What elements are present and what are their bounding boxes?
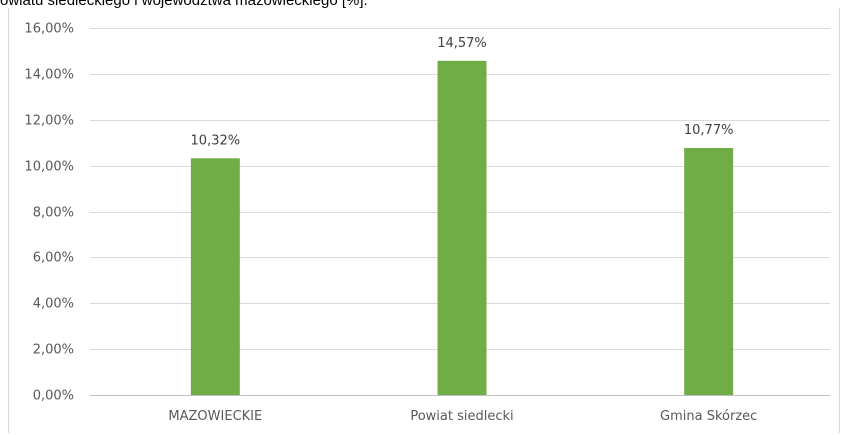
- data-label: 14,57%: [437, 36, 487, 51]
- x-axis-categories: MAZOWIECKIE Powiat siedlecki Gmina Skórzec: [168, 409, 757, 424]
- y-tick-label: 6,00%: [33, 251, 74, 266]
- bars: [190, 60, 734, 395]
- data-label: 10,32%: [191, 133, 241, 148]
- y-axis-ticks: 0,00% 2,00% 4,00% 6,00% 8,00% 10,00% 12,00% 14,…: [24, 22, 74, 404]
- y-tick-label: 12,00%: [24, 114, 74, 129]
- y-tick-label: 0,00%: [33, 389, 74, 404]
- data-labels: 10,32% 14,57% 10,77%: [191, 36, 734, 148]
- y-tick-label: 14,00%: [24, 68, 74, 83]
- data-label: 10,77%: [684, 123, 734, 138]
- y-tick-label: 4,00%: [33, 297, 74, 312]
- y-tick-label: 10,00%: [24, 160, 74, 175]
- bar: [190, 158, 240, 395]
- y-tick-label: 16,00%: [24, 22, 74, 37]
- category-label: Powiat siedlecki: [410, 409, 513, 424]
- category-label: MAZOWIECKIE: [168, 409, 262, 424]
- y-tick-label: 2,00%: [33, 343, 74, 358]
- bar: [437, 60, 487, 395]
- category-label: Gmina Skórzec: [660, 409, 757, 424]
- chart-caption: owiatu siedleckiego i województwa mazowi…: [0, 0, 368, 9]
- y-tick-label: 8,00%: [33, 206, 74, 221]
- bar: [684, 147, 734, 395]
- chart-frame: [8, 8, 840, 433]
